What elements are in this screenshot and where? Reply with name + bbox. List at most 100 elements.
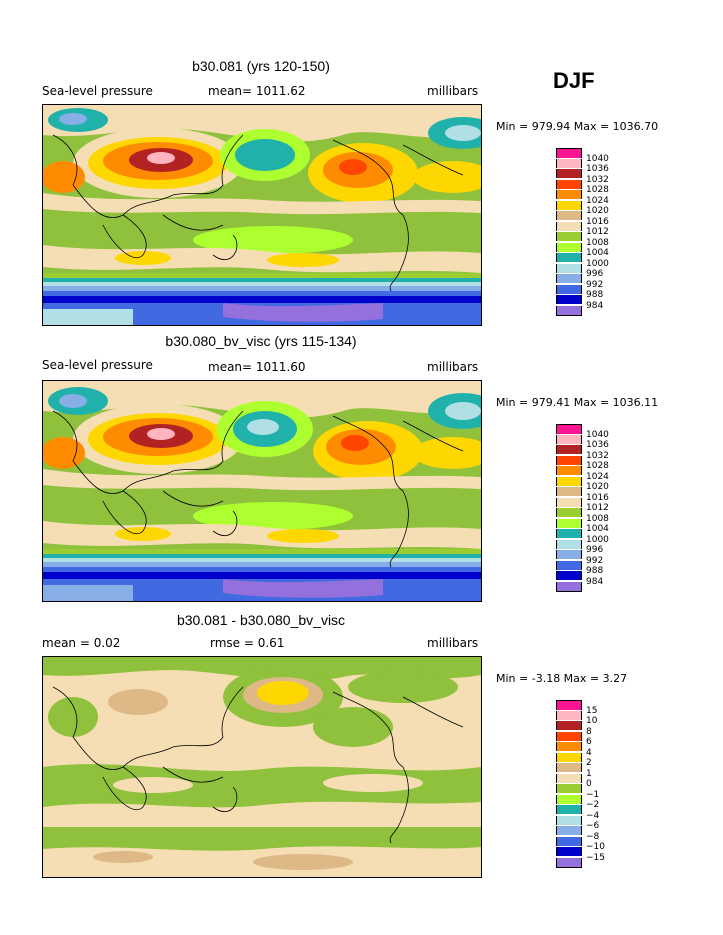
legend-swatch xyxy=(556,518,582,528)
legend-swatch xyxy=(556,731,582,741)
panel-3-map xyxy=(42,656,482,878)
contour-band xyxy=(43,291,481,296)
panel-2-title: b30.080_bv_visc (yrs 115-134) xyxy=(165,333,357,349)
legend-swatch xyxy=(556,805,582,814)
negative-anomaly xyxy=(48,697,98,737)
panel-3-contour-field xyxy=(43,657,481,877)
legend-label: 1 xyxy=(586,768,592,779)
legend-label: 4 xyxy=(586,747,592,758)
legend-label: 1028 xyxy=(586,185,609,195)
legend-swatch xyxy=(556,773,582,783)
legend-label: 1036 xyxy=(586,440,609,450)
panel-3-units-label: millibars xyxy=(427,636,479,650)
legend-label: −15 xyxy=(586,852,605,863)
contour-band xyxy=(43,161,85,193)
legend-label: 1012 xyxy=(586,503,609,513)
legend-label: 1032 xyxy=(586,450,609,461)
legend-swatch xyxy=(556,221,582,231)
legend-swatch xyxy=(556,253,582,262)
contour-band xyxy=(223,303,383,322)
contour-band xyxy=(43,437,85,469)
legend-swatch xyxy=(556,529,582,538)
coastlines xyxy=(52,134,464,292)
legend-label: 992 xyxy=(586,279,604,290)
positive-anomaly xyxy=(253,854,353,870)
legend-swatch xyxy=(556,836,582,846)
legend-label: 984 xyxy=(586,576,604,587)
legend-swatch xyxy=(556,434,582,444)
legend-label: 1028 xyxy=(586,461,609,471)
coastlines xyxy=(52,410,464,568)
panel-2-left-label: Sea-level pressure xyxy=(42,358,153,372)
legend-swatch xyxy=(556,721,582,730)
legend-label: 1040 xyxy=(586,153,609,164)
low-pressure-core xyxy=(247,419,279,435)
legend-label: 1000 xyxy=(586,258,609,269)
contour-band xyxy=(413,437,481,469)
panel-1-legend: 1040 1036 1032 1028 1024 1020 1016 1012 1008 1004… xyxy=(556,148,624,320)
low-pressure-core xyxy=(445,402,481,420)
season-label: DJF xyxy=(553,68,595,93)
high-pressure-core xyxy=(147,152,175,164)
legend-label: −10 xyxy=(586,842,605,852)
high-pressure-cell xyxy=(339,159,367,175)
low-pressure-core xyxy=(445,125,481,141)
contour-band xyxy=(223,579,383,598)
panel-1-mean-label: mean= 1011.62 xyxy=(208,84,306,98)
panel-1-contour-field xyxy=(43,105,481,325)
panel-2-map xyxy=(42,380,482,602)
legend-label: 1008 xyxy=(586,237,609,248)
panel-3-title: b30.081 - b30.080_bv_visc xyxy=(176,612,346,628)
legend-swatch xyxy=(556,242,582,252)
legend-label: 1000 xyxy=(586,534,609,545)
coastlines xyxy=(52,686,464,844)
legend-swatch xyxy=(556,232,582,241)
legend-swatch xyxy=(556,857,582,868)
legend-swatch xyxy=(556,158,582,168)
legend-swatch xyxy=(556,305,582,316)
contour-band xyxy=(43,549,481,554)
legend-swatch xyxy=(556,752,582,762)
positive-anomaly xyxy=(93,851,153,863)
panel-3-legend: 15 10 8 6 4 2 1 0 −1 −2 −4 −6 −8 −10 −15 xyxy=(556,700,624,872)
panel-3-rmse-label: rmse = 0.61 xyxy=(210,636,285,650)
contour-band xyxy=(43,278,481,282)
legend-label: 1004 xyxy=(586,524,609,534)
contour-band xyxy=(43,309,133,325)
legend-label: 988 xyxy=(586,290,604,300)
contour-band xyxy=(43,286,481,291)
legend-label: 1016 xyxy=(586,216,609,227)
positive-anomaly xyxy=(108,689,168,715)
legend-swatch xyxy=(556,263,582,273)
legend-swatch xyxy=(556,794,582,804)
legend-label: 1004 xyxy=(586,248,609,258)
low-pressure-core xyxy=(235,139,295,171)
low-pressure-core xyxy=(59,394,87,408)
legend-swatch xyxy=(556,763,582,772)
legend-swatch xyxy=(556,211,582,220)
legend-label: 2 xyxy=(586,758,592,768)
legend-label: 1032 xyxy=(586,174,609,185)
legend-label: 15 xyxy=(586,705,598,716)
legend-label: 1040 xyxy=(586,429,609,440)
legend-swatch xyxy=(556,560,582,570)
contour-band xyxy=(413,161,481,193)
legend-swatch xyxy=(556,179,582,189)
legend-label: 1024 xyxy=(586,471,609,482)
legend-swatch xyxy=(556,148,582,158)
legend-label: 996 xyxy=(586,269,604,279)
panel-2-minmax: Min = 979.41 Max = 1036.11 xyxy=(496,396,659,409)
contour-band xyxy=(43,381,481,418)
contour-band xyxy=(43,567,481,572)
contour-band xyxy=(43,273,481,278)
high-pressure-cell xyxy=(267,529,339,543)
legend-swatch xyxy=(556,508,582,517)
legend-swatch xyxy=(556,424,582,434)
legend-swatch xyxy=(556,476,582,486)
legend-swatch xyxy=(556,847,582,856)
high-pressure-cell xyxy=(115,527,171,541)
panel-1-minmax: Min = 979.94 Max = 1036.70 xyxy=(496,120,659,133)
legend-swatch xyxy=(556,274,582,283)
legend-label: 992 xyxy=(586,555,604,566)
panel-3-minmax: Min = -3.18 Max = 3.27 xyxy=(496,672,628,685)
